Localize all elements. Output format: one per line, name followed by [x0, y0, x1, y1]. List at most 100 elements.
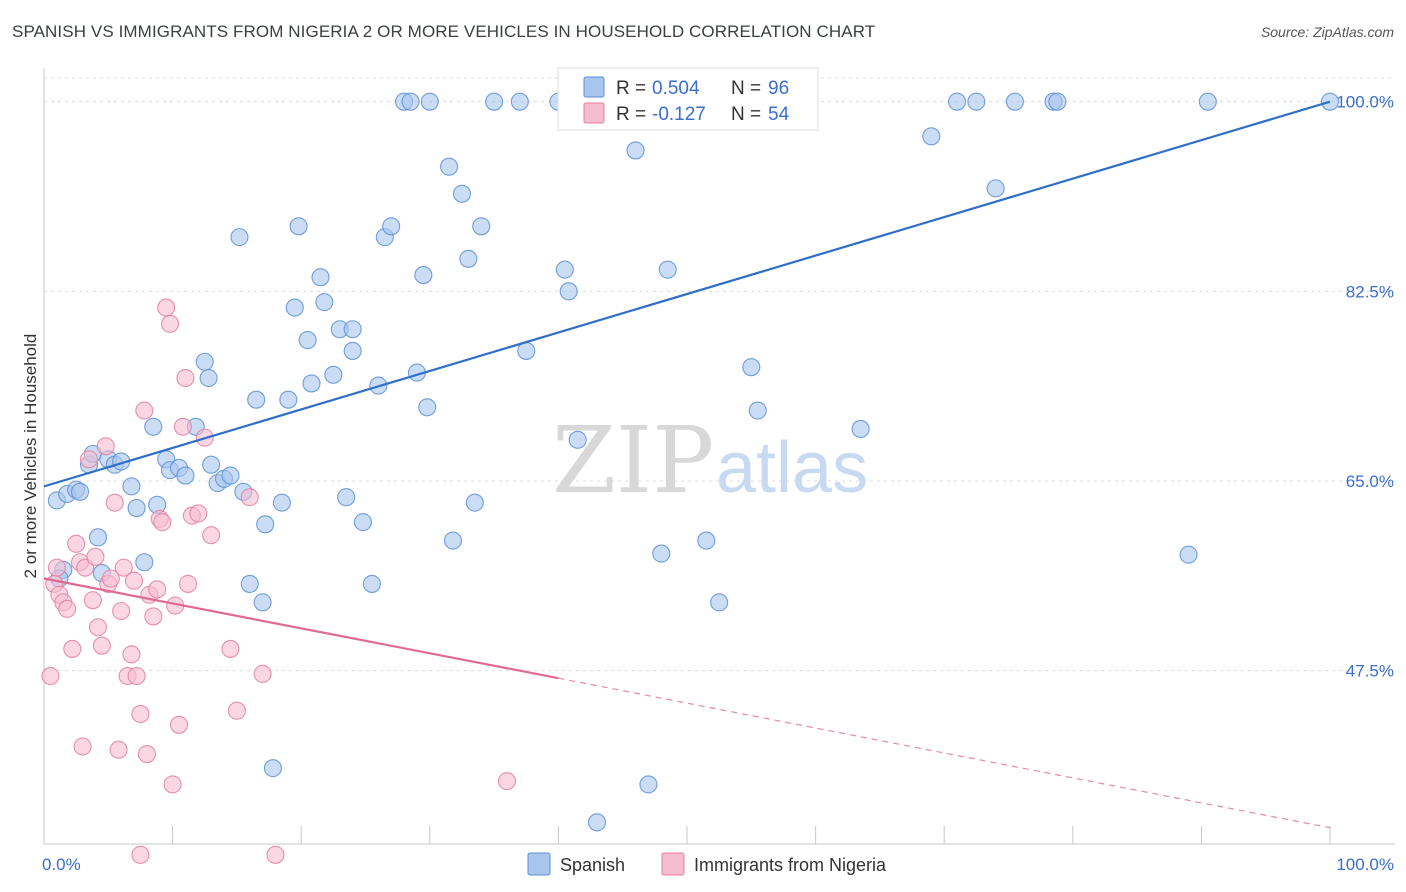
nigeria-point [135, 401, 154, 420]
spanish-point [555, 260, 574, 279]
spanish-point [353, 513, 372, 532]
nigeria-point [176, 368, 195, 388]
nigeria-point [79, 450, 99, 469]
spanish-point [452, 184, 472, 203]
legend-row-nigeria: R = -0.127 N = 54 [583, 102, 790, 125]
spanish-point [748, 401, 767, 420]
spanish-point [587, 813, 607, 832]
spanish-point [176, 466, 195, 485]
spanish-point [199, 368, 218, 388]
spanish-point [253, 593, 272, 612]
nigeria-point [86, 547, 105, 566]
series-legend: Spanish Immigrants from Nigeria [527, 852, 887, 876]
spanish-point [465, 493, 484, 512]
legend-item-spanish[interactable]: Spanish [527, 852, 625, 876]
legend-item-nigeria[interactable]: Immigrants from Nigeria [661, 852, 887, 876]
spanish-point [247, 390, 266, 409]
nigeria-point [105, 493, 124, 512]
nigeria-point [157, 298, 176, 317]
y-tick-label: 65.0% [1346, 472, 1394, 491]
spanish-point [144, 417, 163, 436]
legend-n-label: N = [731, 104, 761, 125]
spanish-point [315, 293, 334, 312]
nigeria-trend-line [43, 577, 559, 680]
nigeria-point [92, 636, 111, 655]
nigeria-point [109, 740, 128, 759]
spanish-point [420, 92, 439, 111]
spanish-point [256, 515, 275, 534]
nigeria-point [240, 488, 259, 507]
spanish-point [485, 92, 504, 111]
spanish-point [559, 282, 578, 301]
y-tick-label: 47.5% [1346, 662, 1394, 681]
spanish-point [1179, 545, 1198, 564]
x-tick-labels: 0.0% 100.0% [42, 855, 1394, 874]
spanish-point [279, 390, 298, 409]
spanish-point [272, 493, 291, 512]
spanish-point [230, 228, 249, 247]
nigeria-point [63, 639, 82, 658]
legend-r-label: R = [616, 78, 646, 99]
x-tick-label: 100.0% [1336, 855, 1394, 874]
nigeria-point [227, 701, 246, 720]
spanish-point [195, 352, 214, 371]
correlation-legend: R = 0.504 N = 96 R = -0.127 N = 54 [557, 67, 819, 131]
spanish-point [418, 398, 437, 417]
spanish-point [459, 249, 478, 268]
nigeria-point [101, 569, 120, 588]
nigeria-point [497, 772, 517, 791]
nigeria-point [221, 639, 240, 658]
legend-label-nigeria: Immigrants from Nigeria [694, 855, 887, 875]
nigeria-point [153, 513, 172, 532]
y-tick-label: 100.0% [1336, 93, 1394, 112]
nigeria-point [127, 666, 146, 686]
legend-r-value: 0.504 [652, 78, 700, 99]
spanish-point [324, 365, 343, 384]
legend-swatch-nigeria [583, 102, 605, 124]
spanish-point [1048, 92, 1067, 111]
spanish-point [414, 266, 433, 285]
legend-swatch-spanish [527, 852, 551, 876]
legend-n-value: 54 [768, 104, 790, 125]
spanish-point [401, 92, 420, 111]
data-points [41, 92, 1340, 864]
spanish-point [298, 331, 317, 350]
nigeria-point [41, 666, 60, 686]
y-tick-label: 82.5% [1346, 282, 1394, 301]
spanish-point [135, 553, 154, 572]
legend-row-spanish: R = 0.504 N = 96 [583, 76, 789, 99]
nigeria-point [173, 417, 192, 436]
nigeria-point [163, 775, 182, 794]
spanish-point [922, 127, 941, 146]
spanish-point [263, 759, 282, 778]
nigeria-point [88, 618, 108, 637]
spanish-trend-line [43, 100, 1331, 488]
nigeria-point [144, 607, 163, 626]
nigeria-point [73, 737, 92, 756]
spanish-point [440, 157, 459, 176]
spanish-point [967, 92, 986, 111]
spanish-point [510, 92, 529, 111]
spanish-point [742, 358, 761, 377]
nigeria-point [67, 534, 86, 553]
spanish-point [639, 775, 658, 794]
spanish-point [127, 499, 146, 518]
legend-swatch-nigeria [661, 852, 685, 876]
nigeria-point [169, 715, 189, 734]
spanish-point [382, 217, 401, 236]
watermark: ZIP atlas [552, 407, 868, 514]
spanish-point [343, 320, 362, 339]
spanish-point [986, 179, 1005, 198]
nigeria-point [112, 601, 131, 621]
nigeria-point [83, 591, 102, 610]
nigeria-point [137, 745, 156, 764]
x-tick-label: 0.0% [42, 855, 81, 874]
nigeria-point [114, 558, 133, 577]
spanish-point [851, 419, 870, 438]
spanish-point [626, 141, 645, 160]
chart-source: Source: ZipAtlas.com [1260, 24, 1394, 40]
spanish-point [1198, 92, 1217, 111]
spanish-point [948, 92, 967, 111]
spanish-point [337, 488, 356, 507]
legend-swatch-spanish [583, 76, 605, 98]
